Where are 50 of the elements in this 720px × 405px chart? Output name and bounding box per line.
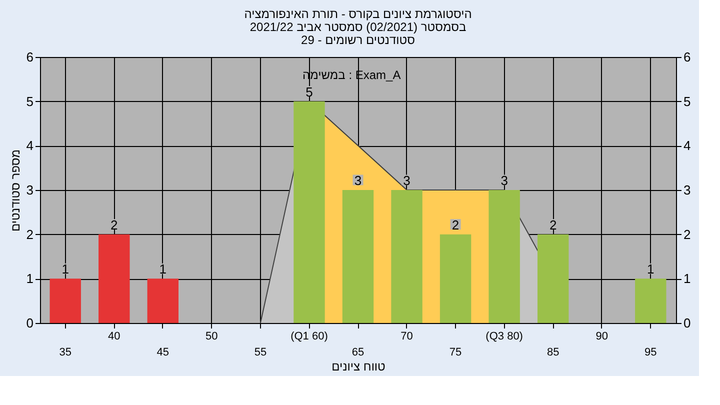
data-label: 2 (110, 217, 118, 232)
y-tick-label: 3 (26, 182, 34, 198)
data-label: 3 (354, 173, 362, 188)
y2-tick-label: 5 (684, 94, 691, 109)
y2-tick-label: 0 (684, 316, 691, 330)
y2-tick-label: 4 (684, 138, 691, 154)
x-tick-label: (Q1 60) (290, 330, 328, 342)
bar (488, 190, 520, 323)
data-label: 1 (647, 262, 654, 277)
x-tick-label: 95 (644, 346, 657, 358)
chart-title: היסטוגרמת ציונים בקורס - תורת האינפורמציה בסמסטר (02/2021) סמסטר אביב 2021/22 סטודנטים רשומים - 29 (244, 7, 472, 47)
y2-tick-label: 3 (684, 182, 691, 198)
y-tick-label: 6 (26, 50, 34, 64)
data-label: 1 (62, 262, 69, 277)
y2-tick-label: 2 (684, 226, 691, 242)
bar (98, 234, 130, 323)
bar (294, 101, 325, 323)
x-tick-label: 45 (156, 346, 170, 358)
bar (391, 190, 422, 323)
bar (537, 234, 569, 323)
y-tick-label: 2 (26, 226, 34, 242)
y-tick-label: 5 (26, 94, 34, 109)
x-tick-label: 90 (596, 330, 608, 342)
bar (440, 234, 472, 323)
bar (50, 278, 81, 323)
y-tick-label: 0 (26, 316, 34, 330)
x-tick-label: 85 (546, 346, 560, 358)
bar (147, 278, 179, 323)
bar (342, 190, 374, 323)
data-label: 1 (159, 262, 167, 277)
x-tick-label: (Q3 80) (486, 330, 523, 342)
x-tick-label: 70 (400, 330, 413, 342)
data-label: 2 (549, 217, 557, 232)
x-tick-label: 65 (352, 346, 364, 358)
x-axis-title: טווח ציונים (332, 360, 386, 374)
data-label: 3 (500, 173, 508, 188)
y2-tick-label: 1 (684, 271, 691, 286)
x-tick-label: 75 (449, 346, 462, 358)
x-tick-label: 35 (59, 346, 72, 358)
y2-tick-label: 6 (684, 50, 691, 64)
x-tick-label: 50 (206, 330, 218, 342)
data-label: 5 (306, 84, 313, 100)
x-tick-label: 55 (254, 346, 267, 358)
x-tick-label: 40 (108, 330, 120, 342)
y-axis-title: מספר סטודנטים (8, 149, 22, 232)
data-label: 3 (403, 173, 410, 188)
data-label: 2 (452, 217, 460, 232)
bar (635, 278, 666, 323)
y-tick-label: 1 (26, 271, 34, 286)
y-tick-label: 4 (26, 138, 34, 154)
